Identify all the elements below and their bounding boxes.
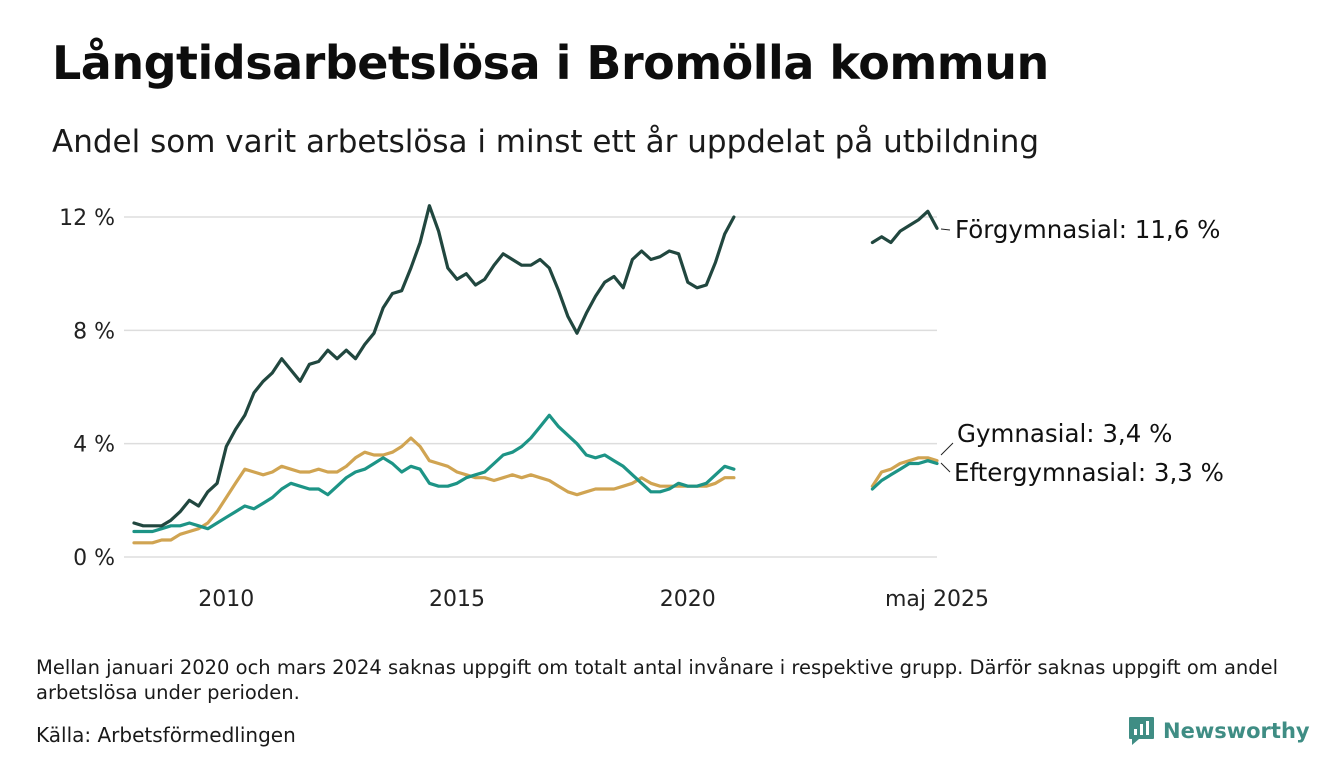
y-axis-ticks: 0 % 4 % 8 % 12 %	[59, 206, 115, 571]
chart-note: Mellan januari 2020 och mars 2024 saknas…	[36, 656, 1279, 704]
gridlines	[124, 216, 937, 558]
x-tick-label: 2010	[198, 587, 254, 612]
series-line	[132, 436, 736, 545]
series-line	[870, 459, 939, 491]
chart-title: Långtidsarbetslösa i Bromölla kommun	[52, 36, 1049, 90]
series-gymnasial	[132, 436, 939, 545]
series-line	[870, 456, 939, 488]
newsworthy-brand: Newsworthy	[1128, 716, 1310, 746]
series-lines	[132, 204, 939, 545]
y-tick-label: 0 %	[73, 546, 115, 571]
x-axis-ticks: 2010 2015 2020 maj 2025	[198, 587, 989, 612]
x-tick-label: maj 2025	[885, 587, 989, 612]
series-label-gymnasial: Gymnasial: 3,4 %	[957, 419, 1172, 448]
x-tick-label: 2015	[429, 587, 485, 612]
label-leader-line	[940, 442, 954, 456]
line-chart: 0 % 4 % 8 % 12 % 2010 2015 2020 maj 2025 Förgy…	[59, 204, 1224, 612]
y-tick-label: 8 %	[73, 319, 115, 344]
series-label-förgymnasial: Förgymnasial: 11,6 %	[955, 215, 1220, 244]
y-tick-label: 12 %	[59, 206, 115, 231]
series-line	[132, 204, 736, 528]
series-eftergymnasial	[132, 413, 939, 534]
label-leader-line	[940, 462, 951, 473]
series-line	[132, 413, 736, 534]
newsworthy-logo-icon	[1129, 717, 1154, 745]
x-tick-label: 2020	[660, 587, 716, 612]
brand-name: Newsworthy	[1163, 719, 1310, 743]
series-end-labels: Förgymnasial: 11,6 % Gymnasial: 3,4 % Efte…	[940, 215, 1224, 487]
series-förgymnasial	[132, 204, 939, 528]
series-label-eftergymnasial: Eftergymnasial: 3,3 %	[954, 458, 1224, 487]
chart-source: Källa: Arbetsförmedlingen	[36, 723, 296, 747]
y-tick-label: 4 %	[73, 433, 115, 458]
chart-subtitle: Andel som varit arbetslösa i minst ett å…	[52, 124, 1040, 160]
label-leader-line	[940, 228, 951, 231]
series-line	[870, 209, 939, 245]
